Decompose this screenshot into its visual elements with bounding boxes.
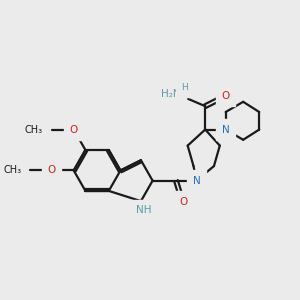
Text: CH₃: CH₃ [25, 124, 43, 134]
Text: O: O [48, 166, 56, 176]
Text: CH₃: CH₃ [3, 166, 21, 176]
Text: O: O [70, 124, 78, 134]
Text: NH: NH [136, 206, 152, 215]
Text: N: N [222, 124, 230, 134]
Text: N: N [193, 176, 200, 186]
Text: H: H [182, 83, 188, 92]
Text: O: O [221, 91, 230, 101]
Text: H₂N: H₂N [161, 89, 180, 100]
Text: O: O [180, 197, 188, 207]
